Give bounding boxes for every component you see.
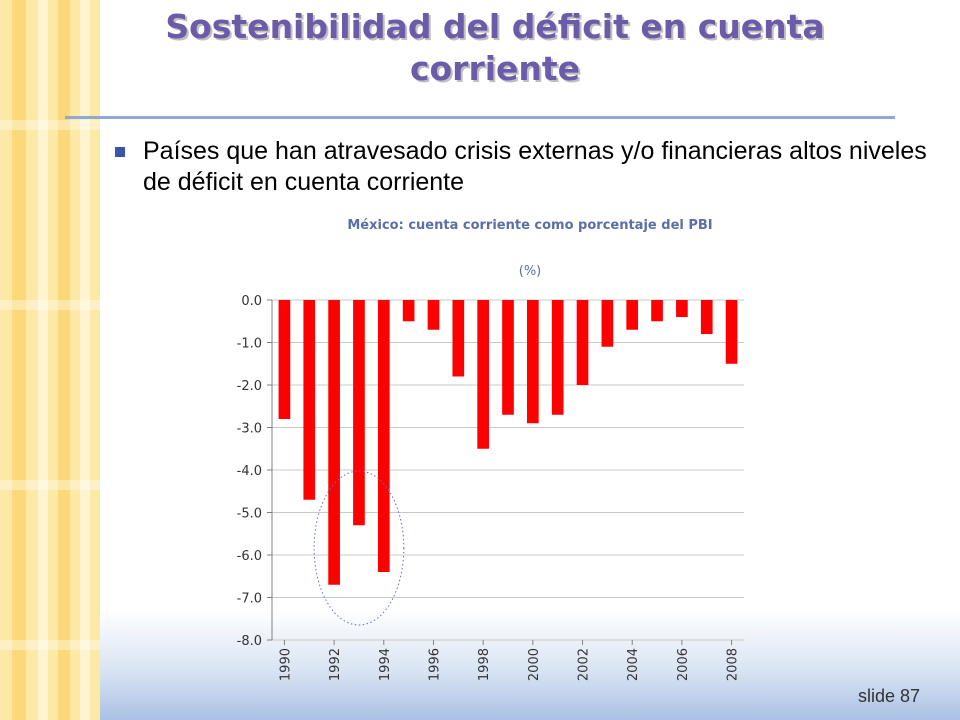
- y-tick-label: -1.0: [237, 337, 262, 352]
- bar-2004: [626, 300, 639, 330]
- bar-1998: [477, 300, 489, 449]
- bar-2001: [551, 300, 564, 415]
- slide-title: Sostenibilidad del déficit en cuenta cor…: [165, 7, 825, 88]
- slide-number: slide 87: [858, 686, 921, 706]
- x-tick-label: 2000: [527, 648, 542, 681]
- decorative-stripes: [0, 0, 100, 720]
- title-rule: [65, 116, 895, 119]
- chart-title: México: cuenta corriente como porcentaje…: [347, 218, 713, 233]
- y-tick-label: -5.0: [237, 507, 262, 522]
- bar-1996: [427, 300, 440, 330]
- y-tick-label: -6.0: [237, 549, 262, 564]
- bar-1990: [278, 300, 291, 419]
- y-tick-label: -2.0: [237, 379, 262, 394]
- x-tick-label: 1998: [477, 648, 492, 681]
- footer-gradient: [100, 610, 960, 720]
- x-tick-label: 1990: [278, 648, 293, 681]
- y-tick-label: -8.0: [237, 634, 262, 649]
- x-tick-label: 1996: [427, 648, 442, 681]
- bar-2005: [651, 300, 663, 322]
- x-tick-label: 1992: [328, 648, 343, 681]
- bar-1994: [377, 300, 390, 572]
- bar-1993: [353, 300, 365, 526]
- x-tick-label: 2004: [626, 648, 641, 681]
- bar-2002: [576, 300, 589, 385]
- chart-unit: (%): [518, 264, 542, 279]
- bar-1991: [303, 300, 316, 500]
- highlight-ellipse: [313, 470, 405, 626]
- x-tick-label: 1994: [378, 648, 393, 681]
- bullet-text: Países que han atravesado crisis externa…: [143, 137, 927, 196]
- bar-2000: [527, 300, 539, 424]
- bar-1997: [452, 300, 465, 377]
- y-tick-label: -3.0: [237, 422, 262, 437]
- y-tick-label: -4.0: [237, 464, 262, 479]
- x-tick-label: 2002: [577, 648, 592, 681]
- bar-1992: [328, 300, 340, 585]
- bar-1995: [402, 300, 415, 322]
- bar-2003: [601, 300, 614, 347]
- bar-1999: [502, 300, 514, 415]
- x-tick-label: 2006: [676, 648, 691, 681]
- y-tick-label: -7.0: [237, 592, 262, 607]
- bar-2006: [676, 300, 688, 317]
- bar-2007: [700, 300, 713, 334]
- y-tick-label: 0.0: [241, 294, 262, 309]
- x-tick-label: 2008: [726, 648, 741, 681]
- bar-2008: [725, 300, 738, 364]
- bullet-icon: [115, 147, 125, 157]
